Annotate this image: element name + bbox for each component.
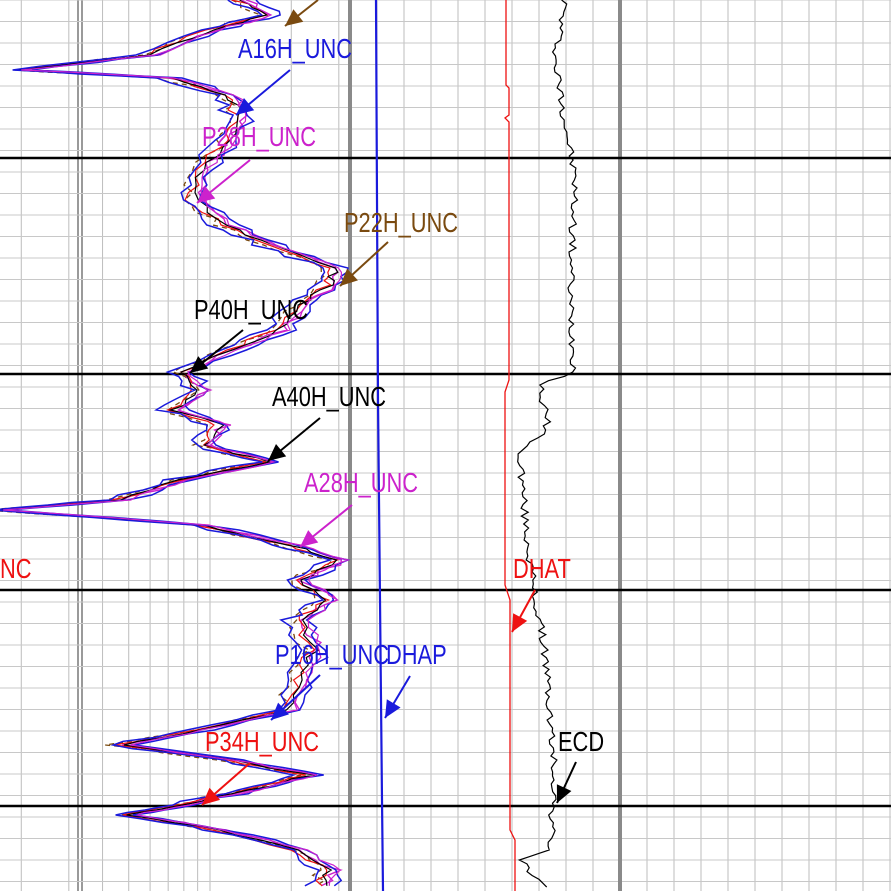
- label-dhat: DHAT: [513, 553, 571, 584]
- arrow-dhap-head: [385, 699, 401, 718]
- label-p34h-unc: P34H_UNC: [205, 726, 319, 757]
- arrow-top-partial-head: [285, 9, 304, 26]
- label-p40h-unc: P40H_UNC: [194, 294, 308, 325]
- label-a16h-unc: A16H_UNC: [238, 33, 352, 64]
- arrow-p22h-unc-head: [340, 268, 358, 286]
- arrow-a16h-unc-head: [236, 97, 255, 115]
- arrow-dhat-head: [512, 613, 528, 632]
- curve-p34h-unc: [0, 0, 340, 887]
- label-cutoff-nc: NC: [0, 553, 32, 584]
- curve-dhat: [504, 0, 516, 891]
- curve-a28h-unc: [3, 0, 351, 886]
- arrow-p28h-unc-head: [197, 186, 216, 203]
- label-arrows: [189, 0, 577, 806]
- label-p16h-unc: P16H_UNC: [275, 639, 389, 670]
- arrow-ecd-head: [556, 784, 572, 803]
- curves: [0, 0, 579, 891]
- label-dhap: DHAP: [386, 639, 447, 670]
- arrow-p16h-unc-head: [271, 702, 289, 720]
- label-a28h-unc: A28H_UNC: [304, 467, 418, 498]
- curve-dhap: [374, 0, 385, 891]
- label-p28h-unc: P28H_UNC: [202, 121, 316, 152]
- curve-labels: A16H_UNC P28H_UNC P22H_UNC P40H_UNC A40H…: [0, 33, 604, 757]
- label-a40h-unc: A40H_UNC: [272, 381, 386, 412]
- curve-p16h-unc: [0, 0, 333, 887]
- arrow-a28h-unc-head: [300, 530, 319, 547]
- curve-ecd: [517, 0, 579, 888]
- arrow-a40h-unc-head: [268, 444, 287, 461]
- arrow-p40h-unc-head: [190, 356, 209, 373]
- arrow-p34h-unc-head: [202, 787, 221, 805]
- label-ecd: ECD: [558, 726, 604, 757]
- label-p22h-unc: P22H_UNC: [344, 207, 458, 238]
